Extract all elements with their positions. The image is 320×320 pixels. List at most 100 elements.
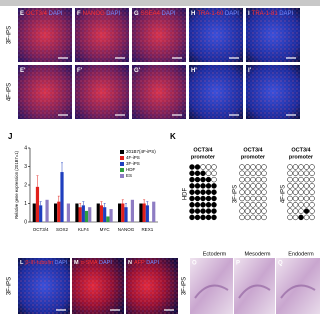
cpg-site [211,170,217,177]
panel-letter: P [236,261,240,267]
column-title: OCT3/4 [243,147,263,153]
tissue-structure [194,284,229,299]
cpg-site [261,214,267,221]
cpg-site [205,208,212,214]
legend-label: 4F-iPS [126,155,140,160]
cpg-site [309,189,315,195]
micrograph-texture [132,65,186,119]
stain-label: AFP [134,260,145,266]
legend-label: 3F-iPS [126,161,140,166]
cpg-site [287,202,293,208]
cpg-site [287,176,293,183]
cpg-site [244,214,251,221]
panel-letter: I [248,11,250,17]
cpg-site [298,208,304,214]
cpg-site [287,183,293,189]
cpg-site [250,164,256,170]
cpg-site [298,183,304,189]
bar [152,201,156,222]
legend-label: ES [126,173,132,178]
cpg-site [239,214,245,221]
bar [54,203,58,222]
y-tick-label: 4 [24,145,27,151]
cpg-site [189,170,195,177]
row-label: 3F-iPS [7,26,13,44]
stain-label: TRA-1-81 [252,11,279,17]
cpg-site [292,164,299,170]
x-tick-label: KLF4 [78,227,89,232]
y-tick-label: 2 [24,182,27,188]
error-bar [146,201,149,206]
cpg-site [244,189,251,195]
cpg-site [244,195,251,202]
panel-letter: L [20,260,24,266]
cpg-site [200,170,206,177]
panel-label: H TRA-1-60 DAPI [191,11,239,17]
row-label: 4F-iPS [7,83,13,101]
cpg-site [261,195,267,202]
stain-label: β-III-tubulin [25,260,53,266]
cpg-site [239,208,245,214]
cpg-site [211,189,217,195]
row-label: HDF [183,188,189,201]
micrograph-texture [189,8,243,62]
cpg-site [298,202,304,208]
cpg-site [205,164,212,170]
cpg-site [292,214,299,221]
y-axis-title: Relative gene expression (201B7=1) [14,150,19,218]
panel-letter: H' [191,68,197,74]
bar [118,203,122,222]
cpg-site [189,176,195,183]
panel-label: I TRA-1-81 DAPI [248,11,294,17]
stain-label: NANOG [83,11,105,17]
error-bar [100,201,103,206]
cpg-site [189,164,195,170]
counterstain-label: DAPI [225,11,239,17]
cpg-site [292,176,299,183]
cpg-site [239,183,245,189]
bar [109,209,113,222]
cpg-site [255,202,262,208]
cpg-site [292,208,299,214]
germ-layer-label: Mesoderm [245,251,271,257]
row-label: 3F-iPS [233,185,239,203]
bar [142,203,146,222]
x-tick-label: MYC [100,227,111,232]
cpg-site [309,195,315,202]
panel-label: E OCT3/4 DAPI [20,11,63,17]
bar [78,207,82,222]
cpg-site [303,202,310,208]
panel-letter: F [77,11,81,17]
counterstain-label: DAPI [55,260,68,266]
cpg-site [211,202,217,208]
cpg-site [200,183,206,189]
cpg-site [205,214,212,221]
cpg-site [244,164,251,170]
column-title: OCT3/4 [291,147,311,153]
cpg-site [255,170,262,177]
cpg-site [303,195,310,202]
error-bar [143,199,146,204]
panel-letter: E' [20,68,26,74]
y-tick-label: 3 [24,164,27,170]
column-subtitle: promoter [191,154,216,160]
cpg-site [194,183,201,189]
cpg-site [194,176,201,183]
cpg-site [239,176,245,183]
cpg-site [309,202,315,208]
cpg-site [255,183,262,189]
error-bar [82,201,85,206]
cpg-site [292,189,299,195]
panel-label: H' [191,68,197,74]
counterstain-label: DAPI [99,260,112,266]
cpg-site [189,183,195,189]
cpg-site [287,208,293,214]
cpg-site [309,208,315,214]
tissue-structure [238,284,271,299]
cpg-site [250,195,256,202]
x-tick-label: OCT3/4 [33,227,49,232]
column-subtitle: promoter [289,154,314,160]
y-tick-label: 0 [24,219,27,225]
